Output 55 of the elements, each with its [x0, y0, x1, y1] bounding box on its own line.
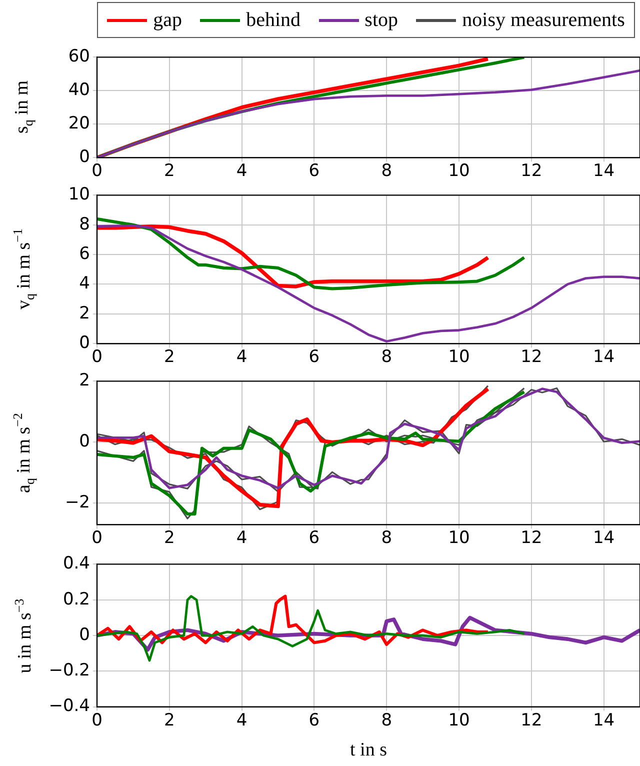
- x-tick-label: 2: [164, 710, 175, 730]
- x-tick-label: 0: [92, 347, 102, 368]
- y-tick-label: 10: [68, 184, 90, 205]
- x-tick-label: 10: [448, 710, 470, 730]
- x-tick-label: 0: [92, 528, 102, 548]
- x-tick-label: 8: [381, 528, 392, 548]
- x-tick-label: 8: [381, 161, 392, 182]
- x-tick-label: 12: [520, 528, 542, 548]
- x-tick-label: 6: [308, 710, 320, 730]
- legend-label: gap: [153, 8, 182, 32]
- x-tick-label: 6: [308, 347, 320, 368]
- x-tick-label: 4: [236, 347, 248, 368]
- x-tick-label: 10: [448, 347, 470, 368]
- x-tick-label: 12: [520, 161, 542, 182]
- x-axis-title: t in s: [350, 740, 387, 761]
- y-tick-label: 2: [79, 370, 90, 391]
- x-tick-label: 0: [92, 161, 102, 182]
- x-tick-label: 12: [520, 710, 542, 730]
- x-tick-label: 14: [592, 161, 615, 182]
- x-tick-label: 4: [236, 528, 248, 548]
- y-tick-label: 60: [68, 46, 90, 67]
- x-tick-label: 2: [164, 161, 175, 182]
- y-tick-label: 0: [79, 147, 90, 168]
- x-tick-label: 0: [92, 710, 102, 730]
- y-tick-label: −0.4: [48, 696, 90, 716]
- y-tick-label: −2: [64, 492, 90, 513]
- x-tick-label: 12: [520, 347, 542, 368]
- x-tick-label: 8: [381, 347, 392, 368]
- y-tick-label: 4: [79, 274, 90, 294]
- y-tick-label: 8: [79, 214, 90, 234]
- x-tick-label: 2: [164, 528, 175, 548]
- x-tick-label: 10: [448, 528, 470, 548]
- x-tick-label: 6: [308, 528, 320, 548]
- x-tick-label: 14: [592, 347, 615, 368]
- x-tick-label: 10: [448, 161, 470, 182]
- x-tick-label: 6: [308, 161, 320, 182]
- y-tick-label: 40: [68, 80, 90, 100]
- x-tick-label: 14: [592, 528, 615, 548]
- legend-label: behind: [246, 8, 301, 32]
- y-tick-label: 0.4: [62, 554, 90, 574]
- y-tick-label: 0.2: [62, 589, 90, 610]
- y-tick-label: 2: [79, 303, 90, 324]
- legend-label: noisy measurements: [462, 8, 625, 32]
- x-tick-label: 4: [236, 710, 248, 730]
- x-tick-label: 14: [592, 710, 615, 730]
- y-tick-label: 0: [79, 432, 90, 452]
- y-tick-label: 20: [68, 114, 90, 134]
- y-tick-label: −0.2: [48, 660, 90, 681]
- legend-label: stop: [364, 8, 398, 32]
- y-tick-label: 0: [79, 624, 90, 645]
- y-tick-label: 6: [79, 244, 90, 264]
- x-tick-label: 2: [164, 347, 175, 368]
- x-tick-label: 4: [236, 161, 248, 182]
- x-tick-label: 8: [381, 710, 392, 730]
- y-tick-label: 0: [79, 333, 90, 354]
